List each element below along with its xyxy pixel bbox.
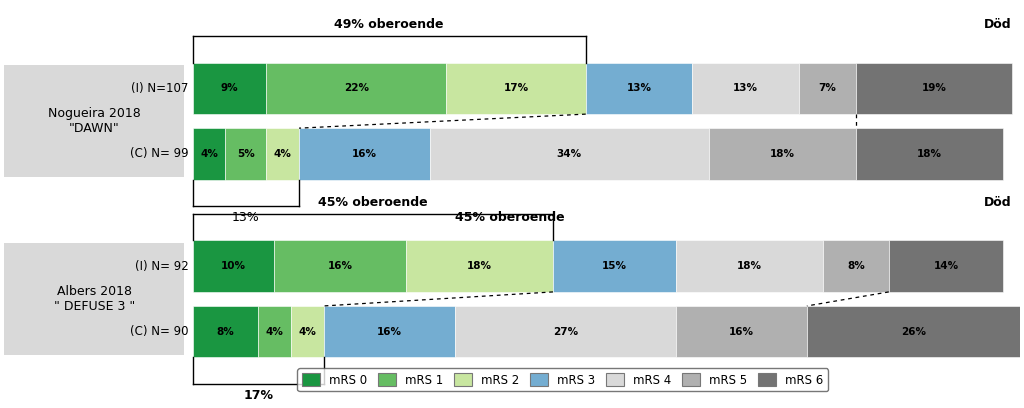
Text: 14%: 14% bbox=[934, 261, 958, 271]
Text: 15%: 15% bbox=[602, 261, 627, 271]
Text: 18%: 18% bbox=[918, 149, 942, 159]
Text: 8%: 8% bbox=[847, 261, 865, 271]
Bar bbox=[692, 63, 799, 114]
Bar bbox=[799, 63, 856, 114]
Text: 7%: 7% bbox=[818, 83, 837, 93]
Bar bbox=[266, 63, 446, 114]
Text: Nogueira 2018
"DAWN": Nogueira 2018 "DAWN" bbox=[48, 107, 140, 135]
Bar bbox=[709, 128, 856, 180]
Bar bbox=[291, 306, 324, 357]
Text: 18%: 18% bbox=[737, 261, 762, 271]
Text: 18%: 18% bbox=[467, 261, 492, 271]
Text: (C) N= 90: (C) N= 90 bbox=[130, 325, 188, 338]
Text: 9%: 9% bbox=[220, 83, 239, 93]
Text: 26%: 26% bbox=[901, 327, 926, 337]
Bar bbox=[856, 63, 1012, 114]
Text: 13%: 13% bbox=[627, 83, 651, 93]
Text: 17%: 17% bbox=[504, 83, 528, 93]
Bar bbox=[856, 128, 1004, 180]
Text: 19%: 19% bbox=[922, 83, 946, 93]
Text: 18%: 18% bbox=[770, 149, 795, 159]
Bar bbox=[274, 240, 406, 292]
Bar bbox=[258, 306, 291, 357]
Text: 4%: 4% bbox=[298, 327, 316, 337]
FancyBboxPatch shape bbox=[4, 65, 184, 177]
Text: (I) N= 92: (I) N= 92 bbox=[135, 259, 188, 273]
Bar bbox=[586, 63, 692, 114]
Text: 45% oberoende: 45% oberoende bbox=[455, 211, 564, 224]
Bar bbox=[446, 63, 586, 114]
Text: 4%: 4% bbox=[200, 149, 218, 159]
Text: 10%: 10% bbox=[221, 261, 246, 271]
Bar bbox=[823, 240, 889, 292]
Bar bbox=[225, 128, 266, 180]
Bar bbox=[324, 306, 455, 357]
Text: 17%: 17% bbox=[243, 389, 273, 402]
Bar bbox=[553, 240, 676, 292]
Bar bbox=[193, 306, 258, 357]
Bar bbox=[889, 240, 1004, 292]
Text: (I) N=107: (I) N=107 bbox=[131, 82, 188, 95]
Bar bbox=[193, 63, 266, 114]
Text: 16%: 16% bbox=[352, 149, 377, 159]
Bar bbox=[406, 240, 553, 292]
Text: 8%: 8% bbox=[216, 327, 234, 337]
Text: Albers 2018
" DEFUSE 3 ": Albers 2018 " DEFUSE 3 " bbox=[53, 285, 135, 313]
Bar bbox=[676, 240, 823, 292]
Text: 22%: 22% bbox=[344, 83, 369, 93]
Text: 13%: 13% bbox=[733, 83, 758, 93]
Bar bbox=[193, 240, 274, 292]
Text: 13%: 13% bbox=[231, 211, 260, 224]
Text: Död: Död bbox=[984, 18, 1012, 31]
Bar bbox=[430, 128, 709, 180]
Text: 27%: 27% bbox=[553, 327, 578, 337]
Bar bbox=[455, 306, 676, 357]
FancyBboxPatch shape bbox=[4, 243, 184, 355]
Text: 45% oberoende: 45% oberoende bbox=[317, 195, 428, 208]
Legend: mRS 0, mRS 1, mRS 2, mRS 3, mRS 4, mRS 5, mRS 6: mRS 0, mRS 1, mRS 2, mRS 3, mRS 4, mRS 5… bbox=[297, 368, 828, 391]
Text: 4%: 4% bbox=[265, 327, 284, 337]
Bar bbox=[266, 128, 299, 180]
Bar bbox=[807, 306, 1020, 357]
Bar bbox=[676, 306, 807, 357]
Text: 16%: 16% bbox=[328, 261, 352, 271]
Text: 5%: 5% bbox=[237, 149, 255, 159]
Bar bbox=[193, 128, 225, 180]
Bar bbox=[299, 128, 430, 180]
Text: 16%: 16% bbox=[729, 327, 754, 337]
Text: 34%: 34% bbox=[557, 149, 582, 159]
Text: 4%: 4% bbox=[273, 149, 292, 159]
Text: (C) N= 99: (C) N= 99 bbox=[130, 147, 188, 160]
Text: 49% oberoende: 49% oberoende bbox=[335, 18, 443, 31]
Text: Död: Död bbox=[984, 195, 1012, 208]
Text: 16%: 16% bbox=[377, 327, 401, 337]
